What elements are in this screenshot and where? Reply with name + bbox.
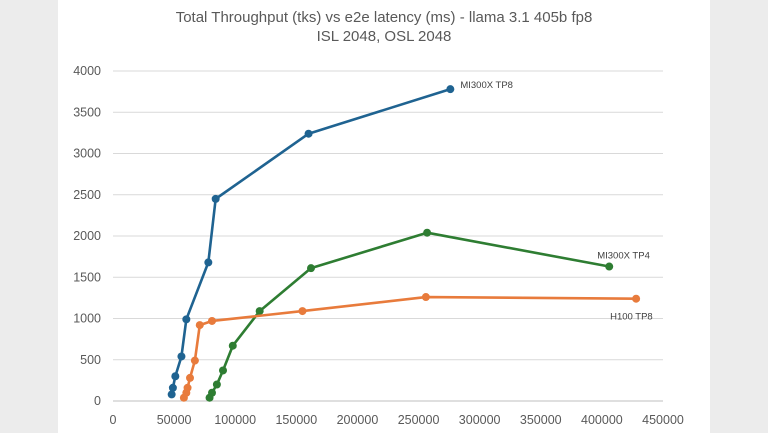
data-point <box>605 262 614 271</box>
data-point <box>423 228 432 237</box>
data-point <box>167 390 176 399</box>
y-tick-label: 3500 <box>73 105 101 119</box>
chart-subtitle: ISL 2048, OSL 2048 <box>316 28 452 45</box>
x-tick-label: 450000 <box>642 413 684 427</box>
data-point <box>298 307 307 316</box>
x-tick-label: 350000 <box>520 413 562 427</box>
data-point <box>171 372 180 381</box>
data-point <box>204 258 213 267</box>
data-point <box>183 383 192 392</box>
y-tick-label: 3000 <box>73 147 101 161</box>
x-tick-label: 100000 <box>214 413 256 427</box>
chart-area <box>58 0 710 433</box>
series-group <box>167 85 641 402</box>
data-point <box>219 366 227 375</box>
data-point <box>228 341 237 350</box>
data-point <box>186 373 194 382</box>
data-point <box>255 307 264 316</box>
x-tick-label: 50000 <box>157 413 192 427</box>
data-point <box>208 388 216 397</box>
data-point <box>421 293 430 302</box>
axes: 0 500 1000 1500 2000 2500 3000 3500 4000 0 50000 10… <box>73 64 684 427</box>
data-point <box>212 380 221 389</box>
y-tick-label: 2000 <box>73 229 101 243</box>
series-label: MI300X TP4 <box>597 251 650 262</box>
x-tick-label: 200000 <box>337 413 379 427</box>
data-point <box>195 321 204 330</box>
data-point <box>182 315 191 324</box>
x-tick-label: 150000 <box>275 413 317 427</box>
x-tick-label: 250000 <box>398 413 440 427</box>
data-point <box>307 264 315 273</box>
x-tick-label: 300000 <box>459 413 501 427</box>
data-point <box>168 383 177 392</box>
y-tick-label: 4000 <box>73 64 101 78</box>
series-label: MI300X TP8 <box>460 80 513 91</box>
data-point <box>304 129 313 138</box>
chart-title-block: Total Throughput (tks) vs e2e latency (m… <box>58 8 710 46</box>
y-tick-label: 1500 <box>73 270 101 284</box>
x-tick-label: 0 <box>110 413 117 427</box>
chart-title: Total Throughput (tks) vs e2e latency (m… <box>175 9 593 26</box>
data-point <box>446 85 455 94</box>
grid-lines <box>113 70 663 361</box>
data-point <box>211 194 220 203</box>
data-point <box>208 316 216 325</box>
data-point <box>632 294 641 303</box>
data-point <box>190 356 199 365</box>
y-tick-label: 1000 <box>73 312 101 326</box>
data-point <box>177 352 186 361</box>
y-tick-label: 500 <box>80 353 101 367</box>
y-tick-label: 2500 <box>73 188 101 202</box>
series-label: H100 TP8 <box>610 312 653 323</box>
series-line <box>182 295 637 399</box>
y-tick-label: 0 <box>94 394 101 408</box>
series-labels: MI300X TP8 MI300X TP4 H100 TP8 <box>460 80 652 323</box>
x-tick-label: 400000 <box>581 413 623 427</box>
